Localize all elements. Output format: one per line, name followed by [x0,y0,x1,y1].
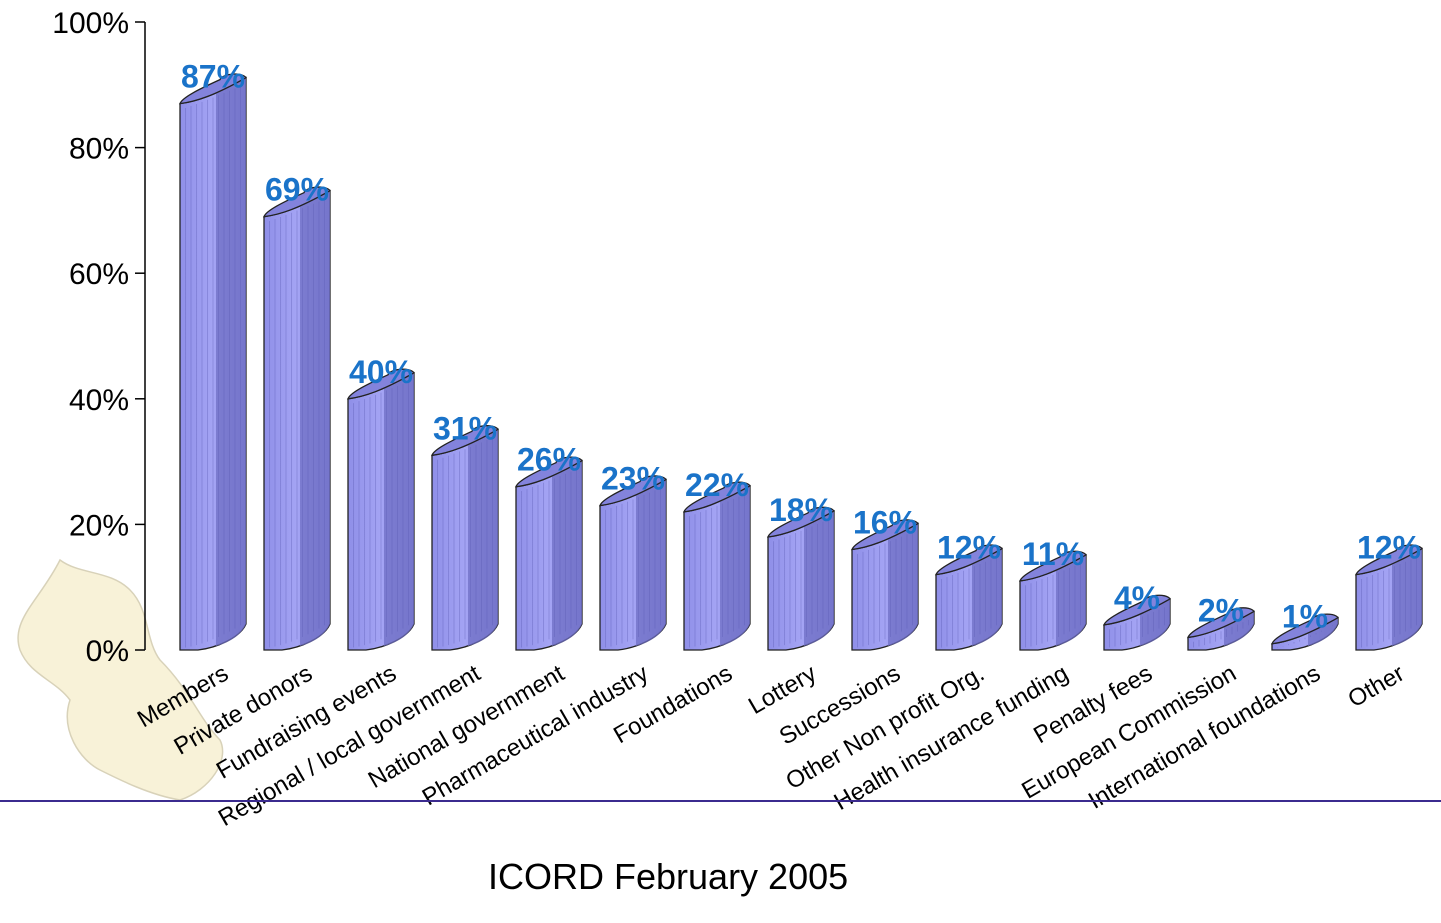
data-label: 23% [601,461,665,497]
bar-top [1187,607,1255,639]
bar: 2% [1187,592,1255,651]
data-label: 40% [349,354,413,390]
data-label: 31% [433,410,497,446]
bar-side [552,460,582,646]
bar-side [1056,554,1086,646]
bar: 23% [599,461,667,651]
data-label: 87% [181,59,245,95]
bar: 11% [1019,536,1087,651]
bar-top [431,425,499,457]
data-label: 18% [769,492,833,528]
footer-divider [0,800,1441,802]
y-tick-label: 80% [69,133,129,166]
bar-side [1308,617,1338,646]
bars-group: 87% 69% 40% 31% 26% 23% 22% 18% 16% 12% 11% 4% 2% 1% 1… [179,59,1423,651]
bar-top [1271,613,1339,645]
data-label: 2% [1198,592,1244,628]
bar-top [1355,544,1423,576]
data-label: 26% [517,442,581,478]
y-tick-label: 100% [52,7,129,40]
y-tick-label: 60% [69,258,129,291]
bar-top [599,475,667,507]
y-axis: 0% 20% 40% 60% 80% 100% [52,7,146,668]
bar-side [468,429,498,646]
bar-side [804,510,834,646]
y-tick-label: 0% [86,635,129,668]
bar: 1% [1271,599,1339,651]
bar-top [767,506,835,538]
bar-top [935,544,1003,576]
data-label: 1% [1282,599,1328,635]
bar-side [384,372,414,646]
bar-side [888,523,918,646]
y-tick-label: 20% [69,509,129,542]
bar: 31% [431,410,499,651]
bar-top [263,186,331,218]
bar-side [636,479,666,646]
bar-top [515,456,583,488]
x-tick-label: Other [1344,660,1409,713]
bar-top [1019,550,1087,582]
data-label: 11% [1022,536,1084,572]
map-logo-icon [17,558,224,801]
bar-top [179,73,247,105]
bar: 69% [263,172,331,651]
bar: 40% [347,354,415,651]
bar: 26% [515,442,583,651]
data-label: 12% [937,530,1001,566]
bar-side [300,190,330,646]
bar-side [1392,548,1422,646]
bar: 22% [683,467,751,651]
bar: 16% [851,505,919,651]
bar: 4% [1103,580,1171,651]
bar-top [683,481,751,513]
bar-side [216,77,246,646]
bar: 12% [935,530,1003,651]
data-label: 12% [1357,530,1421,566]
data-label: 16% [853,505,917,541]
bar-side [720,485,750,646]
bar: 12% [1355,530,1423,651]
data-label: 4% [1114,580,1160,616]
y-tick-label: 40% [69,384,129,417]
bar-top [1103,594,1171,626]
bar: 87% [179,59,247,651]
bar-top [347,368,415,400]
data-label: 69% [265,172,329,208]
bar-side [972,548,1002,646]
bar-top [851,519,919,551]
data-label: 22% [685,467,749,503]
bar: 18% [767,492,835,651]
footer-text: ICORD February 2005 [488,856,849,897]
